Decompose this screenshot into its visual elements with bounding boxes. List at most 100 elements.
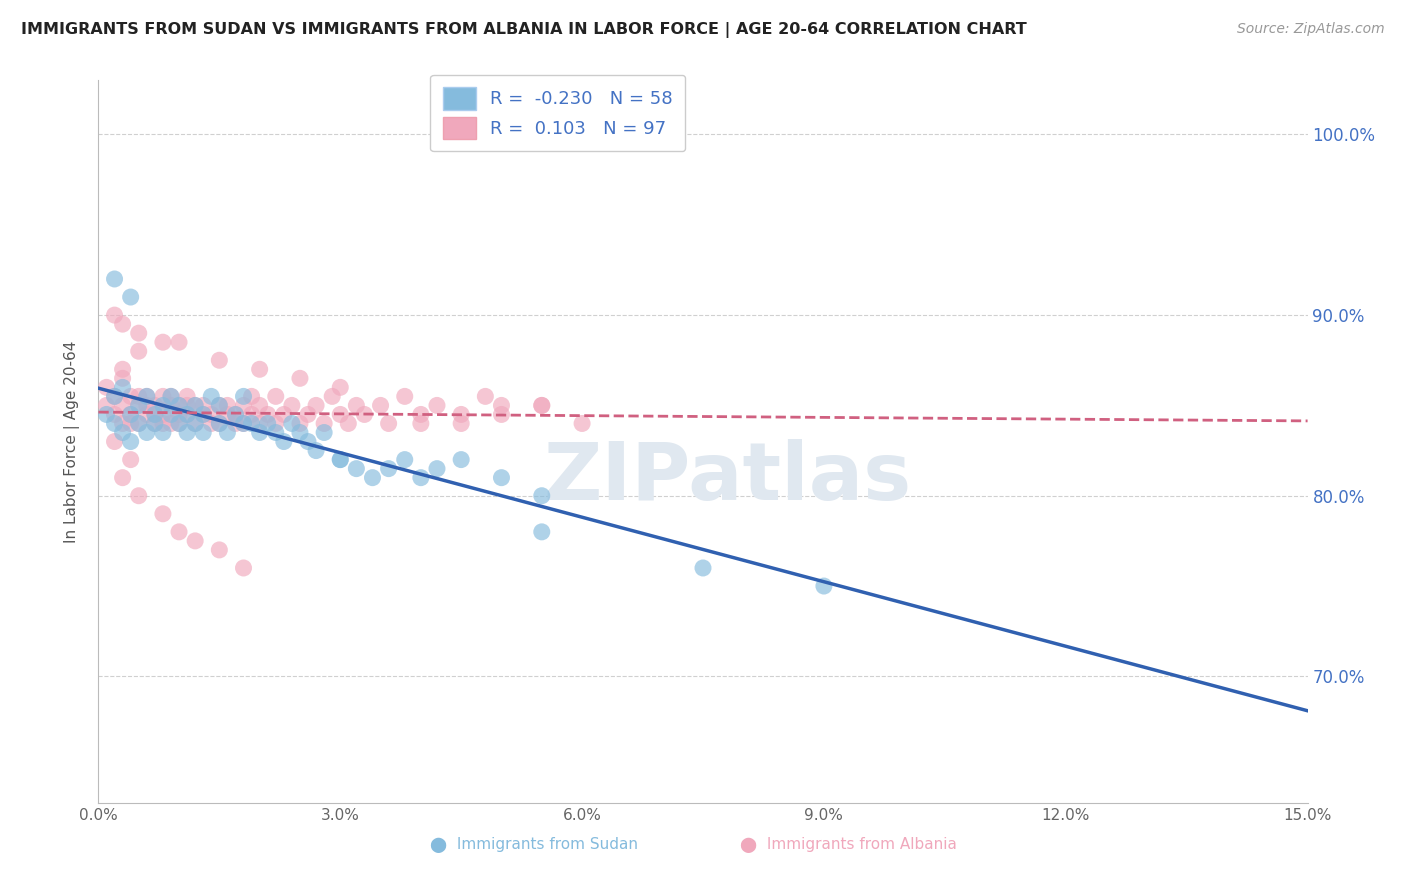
Point [96,408,118,422]
Point [491,408,513,422]
Point [224,408,246,422]
Point [353,408,375,422]
Text: IMMIGRANTS FROM SUDAN VS IMMIGRANTS FROM ALBANIA IN LABOR FORCE | AGE 20-64 CORR: IMMIGRANTS FROM SUDAN VS IMMIGRANTS FROM… [21,22,1026,38]
Point [120,408,142,422]
Point [571,417,593,431]
Point [224,417,246,431]
Point [120,389,142,403]
Point [813,579,835,593]
Point [103,408,125,422]
Point [314,425,336,440]
Point [167,408,190,422]
Point [128,489,150,503]
Point [249,417,271,431]
Point [377,417,399,431]
Point [200,408,222,422]
Point [193,398,215,412]
Point [176,425,198,440]
Point [167,417,190,431]
Point [152,335,174,350]
Point [128,326,150,340]
Point [370,398,392,412]
Point [184,398,207,412]
Point [409,408,432,422]
Point [321,389,343,403]
Point [135,425,157,440]
Point [152,389,174,403]
Point [232,389,254,403]
Point [200,389,222,403]
Point [344,398,367,412]
Point [249,398,271,412]
Point [217,425,239,440]
Text: ⬤  Immigrants from Albania: ⬤ Immigrants from Albania [740,838,956,854]
Point [152,425,174,440]
Point [394,452,416,467]
Point [208,353,231,368]
Y-axis label: In Labor Force | Age 20-64: In Labor Force | Age 20-64 [63,341,80,542]
Point [264,389,287,403]
Point [128,398,150,412]
Point [426,398,449,412]
Point [103,389,125,403]
Point [128,417,150,431]
Point [394,389,416,403]
Point [111,362,134,376]
Point [491,470,513,484]
Point [152,398,174,412]
Point [176,408,198,422]
Point [232,417,254,431]
Point [361,470,384,484]
Point [224,408,246,422]
Point [450,452,472,467]
Point [167,417,190,431]
Point [111,425,134,440]
Point [409,470,432,484]
Point [184,398,207,412]
Point [160,398,183,412]
Point [111,317,134,331]
Point [240,408,263,422]
Point [103,389,125,403]
Point [305,443,328,458]
Point [184,417,207,431]
Point [273,434,295,449]
Point [240,389,263,403]
Point [232,561,254,575]
Point [96,380,118,394]
Point [120,417,142,431]
Point [103,434,125,449]
Point [128,389,150,403]
Point [193,408,215,422]
Point [103,417,125,431]
Point [426,461,449,475]
Point [120,434,142,449]
Point [200,417,222,431]
Point [281,417,304,431]
Point [111,417,134,431]
Point [474,389,496,403]
Point [135,398,157,412]
Point [111,470,134,484]
Point [208,417,231,431]
Point [143,398,166,412]
Point [143,417,166,431]
Point [152,507,174,521]
Point [329,452,352,467]
Point [120,290,142,304]
Point [103,272,125,286]
Legend: R =  -0.230   N = 58, R =  0.103   N = 97: R = -0.230 N = 58, R = 0.103 N = 97 [430,75,685,152]
Point [281,398,304,412]
Point [184,417,207,431]
Point [264,417,287,431]
Point [176,408,198,422]
Point [143,408,166,422]
Point [167,335,190,350]
Point [120,452,142,467]
Point [305,398,328,412]
Point [256,408,278,422]
Point [344,461,367,475]
Point [135,389,157,403]
Point [297,408,319,422]
Text: Source: ZipAtlas.com: Source: ZipAtlas.com [1237,22,1385,37]
